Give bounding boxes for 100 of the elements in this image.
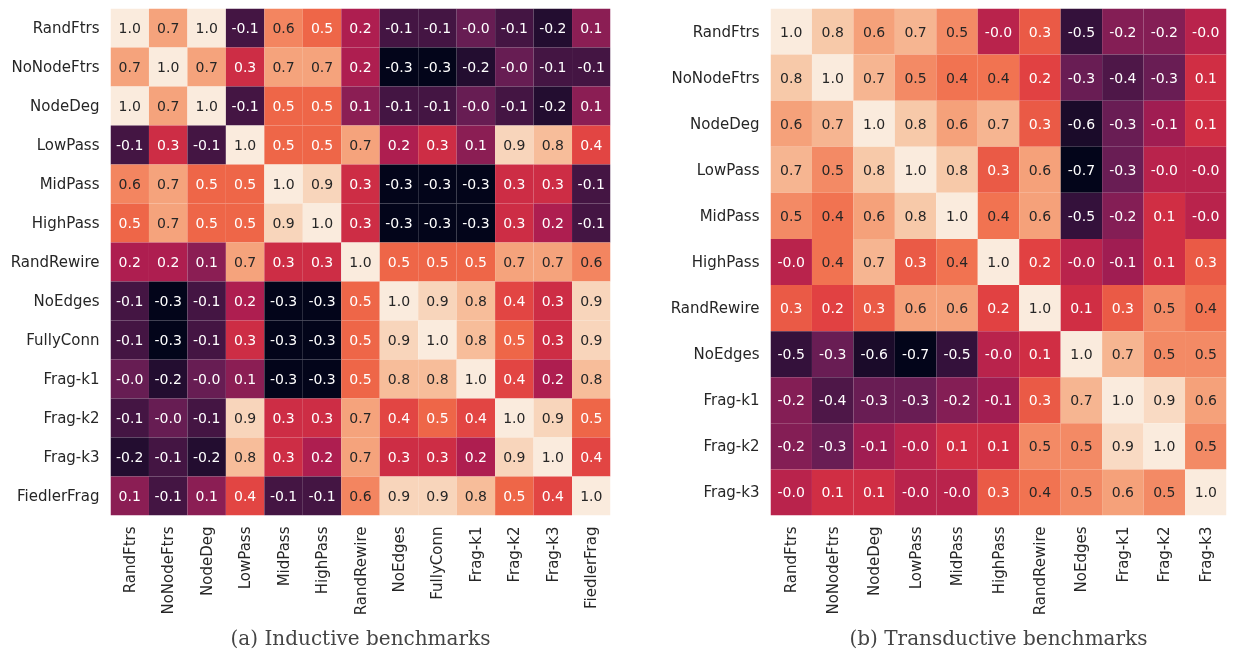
data-label: 1.0: [863, 115, 886, 132]
data-label: 0.3: [387, 449, 411, 465]
data-label: 0.7: [821, 115, 844, 132]
data-label: 0.3: [780, 300, 803, 317]
data-label: 1.0: [1194, 484, 1217, 501]
data-label: 0.6: [1111, 484, 1135, 501]
y-tick-label: Frag-k2: [43, 409, 100, 427]
data-label: -0.1: [231, 98, 259, 114]
data-label: 0.1: [195, 488, 218, 504]
data-label: 0.2: [541, 215, 564, 231]
x-tick-label: LowPass: [906, 526, 925, 590]
data-label: -0.1: [577, 176, 605, 192]
data-label: -0.3: [423, 59, 452, 75]
data-label: -0.0: [943, 484, 971, 501]
data-label: 0.5: [1153, 484, 1176, 501]
data-label: 0.3: [503, 176, 526, 192]
y-tick-label: MidPass: [699, 206, 760, 225]
data-label: 0.4: [1028, 484, 1052, 501]
x-tick-label: Frag-k2: [505, 526, 524, 583]
data-label: 0.2: [233, 293, 257, 309]
data-label: -0.0: [193, 371, 221, 387]
data-label: 0.9: [387, 332, 411, 348]
data-label: 0.7: [118, 59, 141, 75]
data-label: -0.1: [116, 410, 144, 426]
data-label: 0.5: [580, 410, 603, 426]
data-label: -0.1: [423, 20, 452, 36]
data-label: 1.0: [387, 293, 411, 309]
x-tick-label: Frag-k1: [466, 526, 485, 583]
data-label: 1.0: [195, 98, 218, 114]
data-label: 0.4: [1194, 300, 1217, 317]
data-label: -0.1: [1109, 254, 1137, 270]
data-label: 0.7: [541, 254, 564, 270]
data-label: -0.3: [269, 332, 298, 348]
data-label: -0.2: [193, 449, 221, 465]
data-label: -0.3: [269, 293, 298, 309]
data-label: 0.5: [195, 176, 218, 192]
y-tick-label: RandFtrs: [692, 22, 760, 41]
data-label: -0.2: [777, 392, 805, 409]
data-label: -0.7: [1067, 161, 1096, 178]
data-label: -0.2: [1109, 23, 1137, 40]
data-label: 0.9: [580, 332, 603, 348]
data-label: -0.1: [154, 488, 182, 504]
data-label: 0.9: [310, 176, 334, 192]
data-label: -0.2: [1150, 23, 1178, 40]
data-label: 1.0: [945, 207, 969, 224]
y-tick-label: HighPass: [31, 214, 100, 232]
y-tick-label: FullyConn: [26, 331, 100, 349]
data-label: 0.3: [233, 332, 257, 348]
data-label: 0.3: [1028, 392, 1052, 409]
data-label: 0.5: [310, 137, 334, 153]
data-label: 0.4: [580, 137, 603, 153]
data-label: -0.0: [777, 254, 805, 270]
x-tick-label: Frag-k3: [1196, 526, 1215, 583]
data-label: 0.8: [464, 488, 488, 504]
data-label: -0.3: [860, 392, 888, 409]
data-label: 1.0: [1153, 438, 1176, 455]
data-label: 1.0: [503, 410, 526, 426]
data-label: 0.7: [349, 410, 372, 426]
y-tick-label: NoEdges: [33, 292, 100, 310]
data-label: 0.3: [426, 449, 449, 465]
data-label: -0.3: [423, 176, 452, 192]
x-tick-label: NoEdges: [1072, 526, 1091, 593]
data-label: -0.1: [231, 20, 259, 36]
x-tick-label: MidPass: [948, 526, 967, 587]
data-label: -0.3: [462, 176, 490, 192]
data-label: 0.5: [1194, 438, 1217, 455]
data-label: 0.6: [945, 115, 969, 132]
y-tick-label: Frag-k2: [703, 437, 760, 456]
y-tick-label: FiedlerFrag: [17, 487, 100, 505]
data-label: 0.3: [272, 254, 295, 270]
data-label: -0.2: [539, 20, 567, 36]
data-label: 0.6: [1194, 392, 1217, 409]
data-label: 0.2: [157, 254, 180, 270]
data-label: -0.1: [154, 449, 182, 465]
data-label: 1.0: [987, 254, 1010, 270]
data-label: 0.5: [118, 215, 141, 231]
data-label: -0.0: [116, 371, 144, 387]
data-label: 0.5: [426, 410, 449, 426]
data-label: 0.4: [821, 207, 844, 224]
data-label: -0.1: [193, 332, 221, 348]
data-label: -0.0: [777, 484, 805, 501]
data-label: 0.1: [580, 20, 603, 36]
data-label: 0.6: [780, 115, 803, 132]
data-label: 0.7: [904, 23, 927, 40]
data-label: -0.1: [116, 332, 144, 348]
data-label: 0.4: [233, 488, 257, 504]
data-label: 0.7: [195, 59, 218, 75]
data-label: 0.7: [987, 115, 1010, 132]
data-label: -0.3: [154, 332, 182, 348]
data-label: 0.5: [310, 98, 334, 114]
data-label: 0.2: [1028, 254, 1052, 270]
data-label: -0.2: [154, 371, 182, 387]
data-label: -0.1: [269, 488, 298, 504]
data-label: -0.3: [819, 438, 847, 455]
data-label: 0.3: [272, 449, 295, 465]
data-label: -0.3: [423, 215, 452, 231]
data-label: 0.3: [987, 484, 1010, 501]
data-label: 0.3: [349, 215, 372, 231]
data-label: -0.0: [1067, 254, 1096, 270]
data-label: -0.3: [269, 371, 298, 387]
